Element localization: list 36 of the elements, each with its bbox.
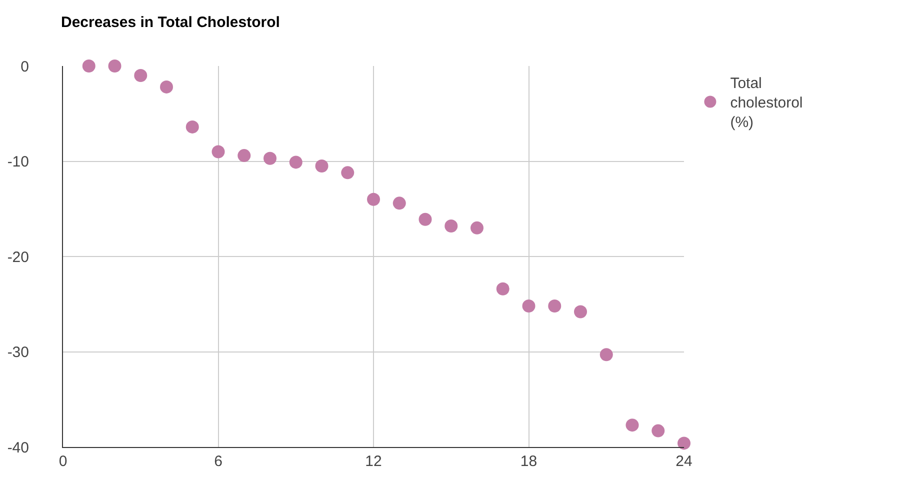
legend-label: Total cholestorol (%) (730, 75, 803, 132)
point (470, 221, 484, 234)
point (289, 156, 302, 169)
point (238, 149, 251, 162)
point (496, 282, 510, 296)
point (600, 348, 613, 362)
point (160, 80, 173, 94)
y-tick-label: -30 (7, 344, 29, 361)
point (82, 60, 96, 72)
point (367, 192, 380, 206)
y-tick-label: 0 (20, 58, 29, 76)
point (548, 300, 562, 313)
point (392, 196, 406, 210)
point (264, 152, 276, 165)
point (108, 60, 122, 72)
point (652, 424, 665, 438)
x-tick-label: 6 (214, 453, 222, 470)
point (134, 69, 148, 82)
y-tick-label: -40 (7, 439, 29, 456)
y-tick-label: -20 (7, 248, 29, 266)
point (522, 300, 536, 313)
point (186, 120, 199, 134)
point (626, 418, 639, 432)
x-tick-label: 12 (365, 453, 382, 470)
chart-title: Decreases in Total Cholestorol (60, 14, 280, 32)
point (341, 166, 354, 180)
y-tick-label: -10 (7, 154, 29, 170)
point (444, 220, 458, 233)
x-tick-label: 24 (676, 453, 692, 470)
point (574, 305, 587, 318)
point (212, 145, 225, 158)
x-tick-label: 18 (520, 453, 538, 470)
point (678, 436, 690, 450)
point (418, 212, 432, 226)
point (315, 160, 328, 173)
x-tick-label: 0 (58, 453, 68, 470)
